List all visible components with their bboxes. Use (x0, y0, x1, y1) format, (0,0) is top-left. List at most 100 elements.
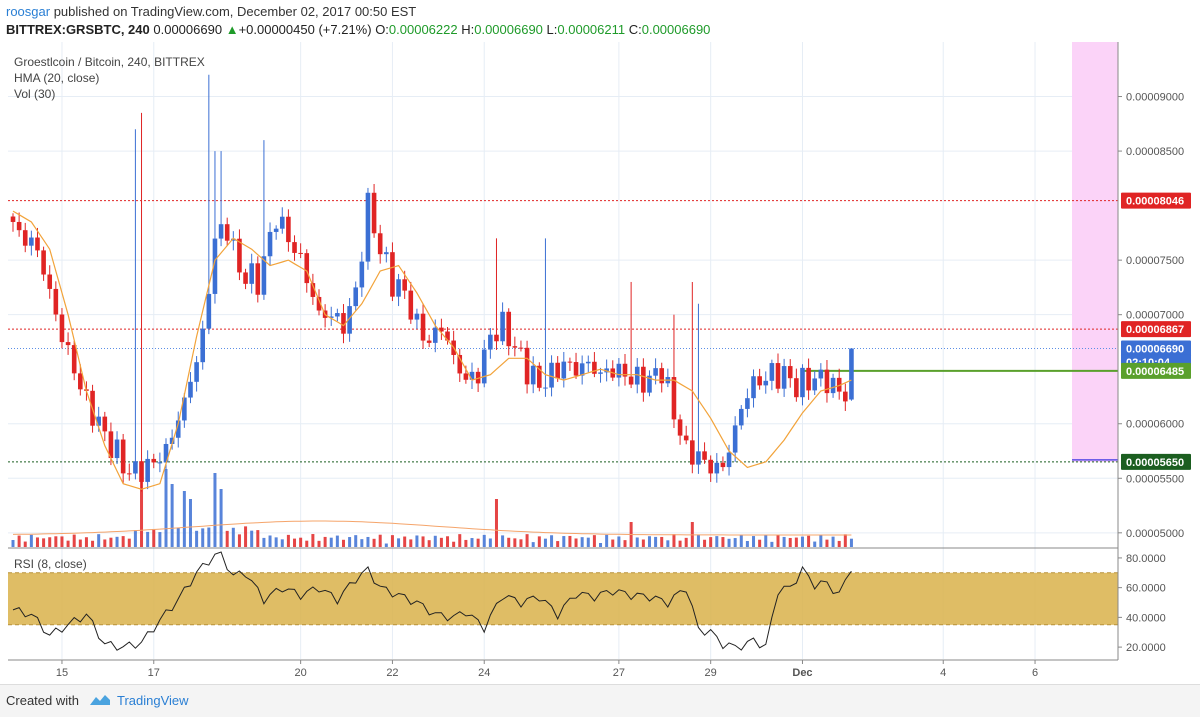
price-axis[interactable]: 0.00009000 0.00008500 0.00007500 0.00007000… (1118, 92, 1184, 540)
candle-up (500, 311, 505, 342)
candle-up (769, 363, 775, 381)
y-tick-label: 0.00006000 (1126, 419, 1184, 431)
candle-down (402, 279, 407, 291)
candle-up (396, 279, 401, 297)
candle-up (781, 366, 787, 389)
candle-down (524, 347, 530, 385)
change-up-icon: ▲ (225, 22, 239, 37)
candle-down (806, 367, 811, 391)
x-tick-label: 17 (148, 667, 160, 679)
rsi-tick-label: 60.0000 (1126, 583, 1166, 595)
candle-up (647, 375, 652, 393)
volume-bar (446, 536, 450, 547)
price-label-box (1121, 453, 1191, 470)
candle-down (420, 313, 426, 341)
candle-up (432, 327, 438, 343)
volume-bar (733, 538, 737, 547)
volume-bar (825, 539, 829, 547)
volume-bar (837, 540, 841, 547)
volume-bar (501, 535, 505, 547)
candle-up (200, 328, 206, 363)
candle-down (720, 462, 726, 468)
candle-down (22, 230, 28, 246)
candle-down (794, 378, 799, 398)
volume-bar (464, 539, 468, 547)
candle-up (818, 369, 824, 379)
candle-down (518, 347, 524, 349)
volume-bar (513, 538, 517, 547)
volume-bar (164, 469, 168, 547)
candle-up (579, 363, 585, 376)
rsi-axis[interactable]: 80.0000 60.0000 40.0000 20.0000 (1118, 553, 1166, 654)
candle-down (151, 458, 157, 463)
price-label-text: 0.00006867 (1126, 324, 1184, 336)
volume-bar (605, 534, 609, 547)
legend-title: Groestlcoin / Bitcoin, 240, BITTREX (14, 55, 205, 69)
candle-up (800, 367, 805, 398)
candle-up (218, 224, 224, 239)
candle-down (426, 340, 432, 343)
volume-bar (329, 537, 333, 547)
candle-down (677, 419, 683, 436)
volume-bar (97, 534, 101, 547)
volume-bar (397, 538, 401, 547)
ohlc-summary: BITTREX:GRSBTC, 240 0.00006690 ▲+0.00000… (6, 22, 710, 37)
candle-down (628, 376, 634, 385)
volume-bar (280, 539, 284, 547)
candle-down (292, 242, 297, 253)
x-tick-label: 4 (940, 667, 946, 679)
volume-bar (219, 489, 223, 547)
volume-bar (849, 538, 853, 547)
volume-bar (752, 536, 756, 547)
candle-up (488, 334, 493, 350)
volume-bar (378, 534, 382, 547)
x-tick-label: 22 (386, 667, 398, 679)
volume-bar (647, 536, 651, 547)
candle-down (108, 431, 114, 459)
volume-bar (152, 528, 156, 547)
volume-bar (739, 534, 743, 547)
x-tick-label: 29 (705, 667, 717, 679)
candle-down (573, 362, 579, 376)
candle-up (849, 348, 854, 400)
candle-down (512, 346, 518, 348)
volume-bar (427, 540, 431, 547)
created-with-text: Created with (6, 693, 79, 708)
candle-down (494, 334, 499, 342)
author-link[interactable]: roosgar (6, 4, 51, 19)
volume-bar (623, 540, 627, 547)
volume-bar (776, 535, 780, 547)
candle-up (347, 306, 352, 334)
candle-up (634, 366, 640, 385)
candle-up (616, 363, 622, 378)
volume-bar (127, 538, 131, 547)
candle-down (567, 361, 573, 363)
candle-up (384, 252, 389, 255)
volume-bar (807, 535, 811, 547)
tradingview-link[interactable]: TradingView (117, 693, 189, 708)
volume-bar (543, 538, 547, 547)
candle-down (659, 368, 665, 384)
volume-bar (550, 535, 554, 547)
volume-bar (482, 534, 486, 547)
volume-bar (660, 536, 664, 547)
horizontal-lines[interactable] (8, 200, 1118, 463)
price-chart[interactable]: Groestlcoin / Bitcoin, 240, BITTREX HMA … (0, 42, 1200, 684)
candle-up (812, 378, 818, 391)
volume-bar (103, 539, 107, 547)
candle-up (830, 377, 836, 394)
volume-bar (176, 527, 180, 547)
candle-up (530, 365, 536, 385)
volume-bar (11, 540, 15, 547)
candle-up (726, 452, 732, 468)
volume-bar (293, 538, 297, 547)
x-tick-label: 6 (1032, 667, 1038, 679)
candle-up (157, 462, 163, 464)
time-axis[interactable]: 15 17 20 22 24 27 29 Dec 4 6 (56, 660, 1038, 679)
volume-bar (678, 540, 682, 547)
candle-down (316, 296, 322, 311)
volume-bar (84, 537, 88, 547)
candle-down (298, 252, 303, 254)
candle-down (41, 250, 46, 275)
candle-up (175, 420, 181, 438)
